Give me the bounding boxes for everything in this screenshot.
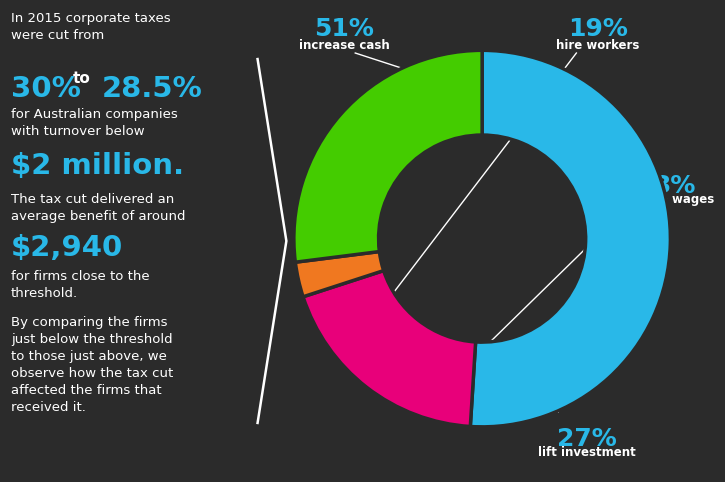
Text: By comparing the firms
just below the threshold
to those just above, we
observe : By comparing the firms just below the th… <box>11 316 173 414</box>
Text: $2,940: $2,940 <box>11 234 123 262</box>
Text: raise wages: raise wages <box>634 193 714 206</box>
Wedge shape <box>294 50 482 262</box>
Text: 51%: 51% <box>315 17 374 41</box>
Text: 30%: 30% <box>11 75 80 103</box>
Text: 19%: 19% <box>568 17 628 41</box>
Text: to: to <box>72 71 90 86</box>
Text: for Australian companies
with turnover below: for Australian companies with turnover b… <box>11 108 178 138</box>
Wedge shape <box>303 270 476 427</box>
Text: In 2015 corporate taxes
were cut from: In 2015 corporate taxes were cut from <box>11 12 170 42</box>
Text: 3%: 3% <box>653 174 695 198</box>
Text: The tax cut delivered an
average benefit of around: The tax cut delivered an average benefit… <box>11 193 186 223</box>
Text: hire workers: hire workers <box>557 39 639 52</box>
Text: 27%: 27% <box>558 427 617 451</box>
Wedge shape <box>295 252 384 297</box>
Text: 28.5%: 28.5% <box>102 75 202 103</box>
Wedge shape <box>471 50 671 427</box>
Text: $2 million.: $2 million. <box>11 152 184 180</box>
Text: increase cash: increase cash <box>299 39 390 52</box>
Text: for firms close to the
threshold.: for firms close to the threshold. <box>11 270 149 300</box>
Text: lift investment: lift investment <box>539 446 636 459</box>
